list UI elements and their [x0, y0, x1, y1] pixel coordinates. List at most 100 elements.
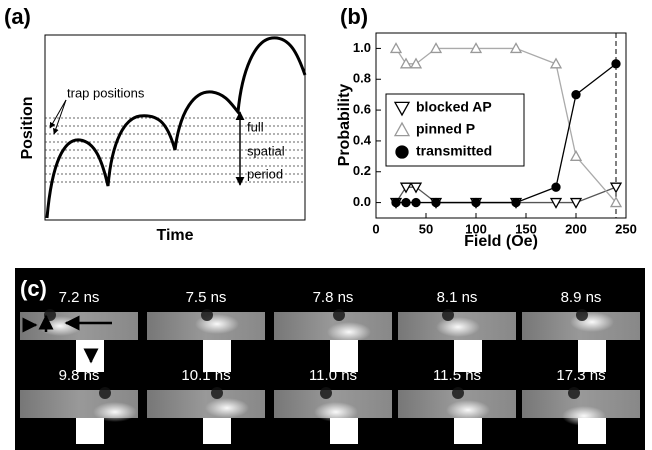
panel-label: (b): [340, 4, 368, 29]
domain-wall: [446, 400, 490, 420]
domain-wall: [327, 322, 371, 342]
point: [511, 197, 521, 208]
frame-time: 9.8 ns: [59, 367, 100, 384]
frame: [20, 387, 138, 444]
trajectory: [45, 36, 307, 219]
point: [409, 57, 423, 69]
stem: [330, 340, 358, 372]
y-tick-label: 0.2: [353, 163, 371, 178]
panel-a: (a) full spatial period trap positions T…: [4, 4, 307, 244]
panel-c: (c) 7.2 ns 7.5 ns 7.8 ns 8.1 ns 8.9 ns 9.8 ns…: [15, 268, 645, 450]
x-tick-label: 0: [372, 221, 379, 236]
stem: [203, 340, 231, 372]
point: [391, 197, 401, 208]
period-label: spatial: [247, 143, 285, 158]
vortex: [201, 309, 213, 321]
point: [549, 57, 563, 69]
panel-label: (a): [4, 4, 31, 29]
frame-time: 17.3 ns: [556, 367, 605, 384]
frame: [522, 309, 640, 372]
point: [551, 182, 561, 192]
annotation-arrow: [52, 99, 67, 135]
x-tick-label: 250: [615, 221, 637, 236]
point: [411, 197, 421, 208]
y-tick-label: 0.0: [353, 194, 371, 209]
strip: [147, 390, 265, 418]
y-tick-label: 0.4: [353, 132, 372, 147]
frame-time: 11.5 ns: [433, 367, 481, 384]
domain-wall: [38, 316, 82, 336]
stem: [454, 418, 482, 444]
y-tick-label: 0.8: [353, 71, 371, 86]
point: [609, 196, 623, 208]
point: [609, 182, 623, 194]
domain-wall: [436, 317, 480, 337]
point: [401, 197, 411, 208]
point: [399, 57, 413, 69]
point: [469, 42, 483, 54]
point: [429, 42, 443, 54]
y-tick-label: 0.6: [353, 102, 371, 117]
vortex: [211, 387, 223, 399]
stem: [76, 418, 104, 444]
frame: [147, 309, 265, 372]
point: [549, 197, 563, 209]
x-tick-label: 150: [515, 221, 537, 236]
legend-label: pinned P: [416, 121, 475, 137]
vortex: [333, 309, 345, 321]
frame: [398, 387, 516, 444]
domain-wall: [562, 406, 606, 426]
x-tick-label: 50: [419, 221, 433, 236]
axes-box: [44, 34, 306, 221]
frame: [398, 309, 516, 372]
stem: [578, 340, 606, 372]
point: [399, 182, 413, 194]
domain-wall: [205, 398, 249, 418]
annotation-arrow: [49, 99, 67, 129]
point: [409, 182, 423, 194]
vortex: [452, 387, 464, 399]
panel-b: (b) Field (Oe) Probability 0 50 100 150 200 2…: [336, 4, 637, 250]
frame: [522, 387, 640, 444]
legend-label: blocked AP: [416, 99, 492, 115]
x-axis-title: Field (Oe): [464, 233, 538, 250]
vortex: [568, 387, 580, 399]
vortex: [320, 387, 332, 399]
legend-marker: [395, 145, 409, 159]
axes-box: [375, 32, 627, 219]
legend-marker: [393, 101, 411, 117]
frame-time: 11.0 ns: [309, 367, 357, 384]
period-label: full: [247, 119, 264, 134]
series-line: [395, 186, 617, 204]
point: [571, 90, 581, 100]
point: [509, 42, 523, 54]
stem: [330, 418, 358, 444]
point: [611, 59, 621, 69]
annotation: trap positions: [67, 85, 145, 100]
point: [471, 197, 481, 208]
vortex: [576, 309, 588, 321]
frame-time: 10.1 ns: [181, 367, 230, 384]
domain-wall: [93, 402, 137, 422]
point: [569, 149, 583, 161]
point: [389, 42, 403, 54]
y-axis-title: Position: [19, 96, 36, 159]
legend-box: [385, 93, 525, 167]
legend-marker: [393, 121, 411, 137]
frame-time: 7.5 ns: [186, 289, 227, 306]
point: [431, 197, 441, 208]
frame-time: 8.1 ns: [437, 289, 478, 306]
period-label: period: [247, 166, 283, 181]
vortex: [442, 309, 454, 321]
y-tick-label: 1.0: [353, 40, 371, 55]
legend-label: transmitted: [416, 143, 492, 159]
frame-time: 7.2 ns: [59, 289, 100, 306]
y-axis-title: Probability: [336, 84, 353, 167]
panel-label: (c): [20, 276, 47, 301]
x-tick-label: 100: [465, 221, 487, 236]
point: [569, 197, 583, 209]
frame: [147, 387, 265, 444]
vortex: [99, 387, 111, 399]
stem: [203, 418, 231, 444]
